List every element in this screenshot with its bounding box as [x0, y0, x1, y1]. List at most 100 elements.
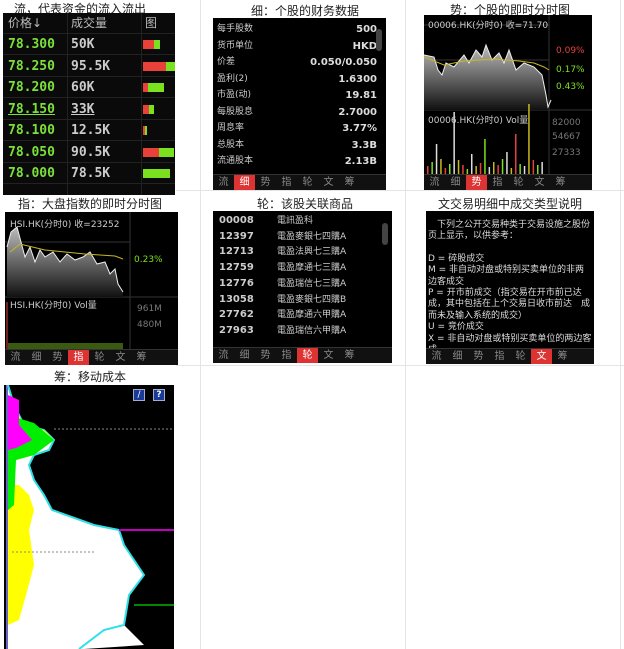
scrollbar[interactable] — [382, 223, 388, 245]
warrant-code: 12759 — [219, 262, 254, 274]
tab-6[interactable]: 筹 — [344, 177, 355, 188]
warrant-row[interactable]: 12713 電盈法興七三購A — [219, 244, 346, 260]
flow-row[interactable]: 78.250 95.5K — [3, 56, 175, 77]
flow-bar-red — [143, 61, 167, 71]
tab-0[interactable]: 流 — [429, 177, 440, 188]
tab-4[interactable]: 轮 — [302, 177, 313, 188]
tab-1[interactable]: 细 — [234, 175, 255, 190]
tab-5[interactable]: 文 — [531, 349, 552, 364]
tab-6[interactable]: 筹 — [555, 177, 566, 188]
tab-1[interactable]: 细 — [450, 177, 461, 188]
warrant-row[interactable]: 12776 電盈瑞信七三購A — [219, 276, 346, 292]
tab-6[interactable]: 筹 — [136, 352, 147, 363]
trend-title: 00006.HK(分时0) 收=71.70 — [428, 21, 549, 31]
volume: 60K — [71, 80, 95, 95]
volume-bar — [497, 165, 499, 174]
vol-tick: 961M — [137, 304, 162, 314]
tab-bar: 流细势指轮文筹 — [5, 349, 178, 365]
tab-1[interactable]: 细 — [31, 352, 42, 363]
tab-4[interactable]: 轮 — [515, 351, 526, 362]
tab-1[interactable]: 细 — [452, 351, 463, 362]
warrant-panel: 00008 電訊盈科 12397 電盈麥銀七四購A 12713 電盈法興七三購A 12759… — [213, 211, 392, 363]
text-line: 下列之公开交易种类于交易设施之股份页上显示，以供参考： — [428, 220, 591, 242]
tab-0[interactable]: 流 — [218, 350, 229, 361]
caption-warrant: 轮：该股关联商品 — [256, 197, 353, 211]
tab-4[interactable]: 轮 — [297, 348, 318, 363]
warrant-code: 13058 — [219, 293, 254, 305]
tab-2[interactable]: 势 — [260, 350, 271, 361]
flow-header: 价格↓ 成交量 图 — [3, 13, 175, 34]
tab-0[interactable]: 流 — [10, 352, 21, 363]
tab-4[interactable]: 轮 — [513, 177, 524, 188]
volume-bar — [457, 160, 460, 174]
warrant-row[interactable]: 12397 電盈麥銀七四購A — [219, 229, 346, 245]
volume-bar — [440, 159, 442, 174]
warrant-row[interactable]: 00008 電訊盈科 — [219, 213, 313, 229]
volume: 50K — [71, 37, 95, 52]
volume-bar — [475, 166, 477, 174]
detail-label: 每手股数 — [217, 24, 254, 34]
flow-bar-red — [143, 126, 146, 135]
detail-row: 总股本 3.3B — [217, 137, 377, 154]
tab-5[interactable]: 文 — [534, 177, 545, 188]
flow-row[interactable]: 78.150 33K — [3, 99, 175, 120]
text-line — [428, 243, 592, 254]
detail-row: 每手股数 500 — [217, 21, 377, 38]
caption-detail: 细：个股的财务数据 — [250, 4, 359, 18]
tab-5[interactable]: 文 — [115, 352, 126, 363]
flow-row[interactable]: 78.100 12.5K — [3, 120, 175, 141]
flow-row[interactable]: 78.300 50K — [3, 34, 175, 55]
detail-row: 市盈(动) 19.81 — [217, 87, 377, 104]
warrant-code: 12397 — [219, 230, 254, 242]
warrant-row[interactable]: 13058 電盈麥銀七四購B — [219, 292, 346, 308]
warrant-name: 電盈麥銀七四購A — [277, 231, 347, 242]
volume-header: 成交量 — [71, 16, 108, 30]
tab-bar: 流细势指轮文筹 — [213, 174, 386, 190]
help-button[interactable]: ? — [153, 389, 165, 401]
price-header[interactable]: 价格↓ — [8, 16, 43, 30]
detail-value: 19.81 — [345, 90, 377, 101]
scrollbar[interactable] — [376, 29, 382, 51]
tab-3[interactable]: 指 — [281, 350, 292, 361]
tab-3[interactable]: 指 — [281, 177, 292, 188]
index-panel: HSI.HK(分时0) 收=23252 0.23% HSI.HK(分时0) Vo… — [5, 212, 178, 365]
tab-1[interactable]: 细 — [239, 350, 250, 361]
tab-2[interactable]: 势 — [473, 351, 484, 362]
volume-bar — [435, 144, 438, 174]
tab-2[interactable]: 势 — [52, 352, 63, 363]
vol-tick: 27333 — [552, 148, 581, 158]
flow-bar-red — [143, 83, 149, 92]
flow-row[interactable]: 78.200 60K — [3, 77, 175, 98]
tab-6[interactable]: 筹 — [557, 351, 568, 362]
tab-3[interactable]: 指 — [68, 350, 89, 365]
tab-0[interactable]: 流 — [431, 351, 442, 362]
price: 78.150 — [8, 101, 55, 117]
volume-bar — [462, 165, 464, 174]
warrant-name: 電盈瑞信六甲購A — [277, 325, 347, 336]
detail-label: 流通股本 — [217, 156, 254, 166]
trend-panel: 00006.HK(分时0) 收=71.70 0.09% 0.17% 0.43% … — [424, 15, 592, 190]
warrant-code: 00008 — [219, 215, 254, 226]
vol-tick: 82000 — [552, 118, 581, 128]
tab-4[interactable]: 轮 — [94, 352, 105, 363]
tab-3[interactable]: 指 — [492, 177, 503, 188]
chip-distribution-chart — [6, 385, 174, 649]
warrant-row[interactable]: 12759 電盈摩通七三購A — [219, 260, 346, 276]
tab-5[interactable]: 文 — [323, 350, 334, 361]
flow-row[interactable]: 78.000 78.5K — [3, 163, 175, 184]
volume-bar — [453, 112, 455, 174]
tab-2[interactable]: 势 — [466, 175, 487, 190]
detail-value: 3.77% — [342, 123, 377, 134]
tab-5[interactable]: 文 — [323, 177, 334, 188]
pencil-icon[interactable]: / — [133, 389, 145, 401]
tab-3[interactable]: 指 — [494, 351, 505, 362]
tab-2[interactable]: 势 — [260, 177, 271, 188]
warrant-row[interactable]: 27963 電盈瑞信六甲購A — [219, 323, 346, 339]
caption-flow: 流，代表资金的流入流出 — [14, 2, 147, 16]
tab-6[interactable]: 筹 — [344, 350, 355, 361]
tab-0[interactable]: 流 — [218, 177, 229, 188]
flow-bar-green — [145, 126, 148, 135]
price: 78.100 — [8, 123, 55, 138]
warrant-row[interactable]: 27762 電盈摩通六甲購A — [219, 307, 346, 323]
flow-row[interactable]: 78.050 90.5K — [3, 142, 175, 163]
